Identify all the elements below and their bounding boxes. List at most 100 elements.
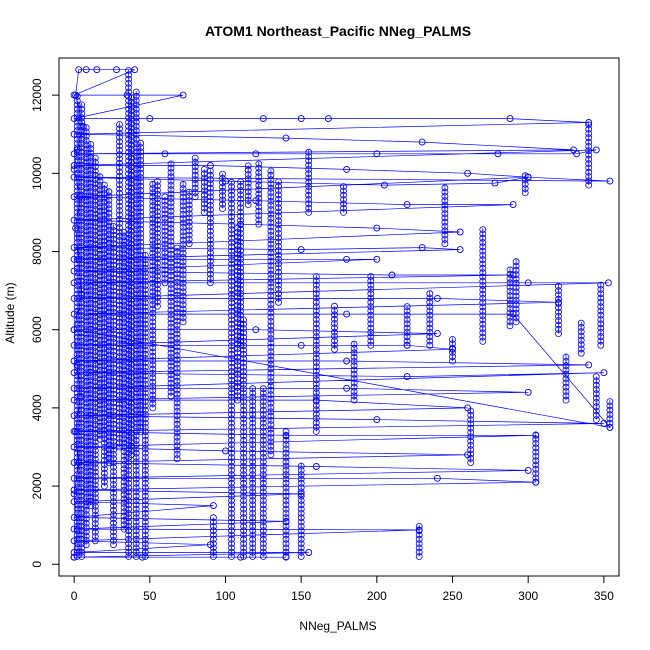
data-point bbox=[340, 191, 347, 199]
data-point bbox=[82, 442, 90, 450]
data-point bbox=[606, 419, 614, 427]
data-point bbox=[282, 505, 290, 513]
data-point bbox=[137, 174, 145, 182]
data-point bbox=[577, 341, 585, 349]
data-point bbox=[116, 434, 123, 442]
data-point bbox=[597, 298, 605, 306]
data-point bbox=[512, 275, 520, 283]
data-point bbox=[82, 287, 90, 295]
data-point bbox=[82, 468, 90, 476]
data-point bbox=[116, 400, 123, 408]
data-point bbox=[267, 421, 275, 429]
data-point bbox=[105, 325, 113, 333]
data-point bbox=[367, 324, 375, 332]
data-point bbox=[91, 154, 99, 162]
data-point bbox=[125, 479, 133, 487]
data-point bbox=[403, 316, 411, 323]
data-point bbox=[267, 292, 275, 300]
data-point bbox=[228, 217, 235, 225]
data-point bbox=[555, 282, 562, 290]
data-point bbox=[132, 183, 140, 191]
data-point bbox=[244, 166, 252, 174]
data-point bbox=[78, 144, 86, 152]
data-point bbox=[161, 266, 169, 274]
data-point bbox=[82, 485, 90, 493]
data-point bbox=[132, 488, 140, 496]
data-point bbox=[267, 236, 275, 244]
data-point bbox=[179, 305, 187, 313]
data-point bbox=[206, 210, 214, 218]
data-point bbox=[479, 273, 487, 281]
data-point bbox=[249, 415, 257, 423]
data-point bbox=[73, 411, 81, 418]
data-point bbox=[282, 134, 290, 142]
data-point bbox=[137, 311, 145, 319]
data-point bbox=[441, 231, 449, 239]
data-point bbox=[441, 184, 449, 192]
data-point bbox=[87, 231, 95, 239]
data-point bbox=[141, 269, 149, 277]
data-point bbox=[137, 367, 145, 375]
data-point bbox=[259, 553, 267, 560]
data-point bbox=[343, 384, 351, 392]
data-point bbox=[105, 287, 113, 295]
data-point bbox=[228, 445, 235, 453]
data-point bbox=[132, 449, 140, 457]
data-point bbox=[105, 261, 113, 269]
data-point bbox=[267, 313, 275, 321]
data-point bbox=[167, 199, 175, 207]
data-point bbox=[141, 518, 149, 526]
x-tick-label: 100 bbox=[215, 589, 235, 603]
data-point bbox=[73, 492, 81, 500]
data-point bbox=[73, 165, 81, 173]
data-point bbox=[141, 553, 149, 560]
data-point bbox=[96, 345, 104, 353]
data-point bbox=[96, 302, 104, 310]
data-point bbox=[116, 267, 123, 275]
data-point bbox=[267, 365, 275, 373]
data-point bbox=[312, 277, 320, 285]
data-point bbox=[73, 329, 81, 337]
data-point bbox=[297, 523, 305, 530]
data-point bbox=[585, 121, 593, 129]
data-point bbox=[91, 167, 99, 175]
data-point bbox=[240, 428, 248, 436]
data-point bbox=[324, 115, 332, 123]
data-point bbox=[479, 230, 487, 238]
data-point bbox=[467, 420, 475, 428]
data-point bbox=[555, 300, 562, 307]
data-point bbox=[73, 105, 81, 113]
data-point bbox=[249, 505, 257, 513]
data-point bbox=[91, 537, 99, 545]
data-point bbox=[82, 429, 90, 437]
data-point bbox=[132, 97, 140, 104]
data-point bbox=[173, 347, 181, 355]
data-point bbox=[228, 346, 235, 354]
data-point bbox=[116, 353, 123, 361]
data-point bbox=[532, 474, 540, 482]
data-point bbox=[350, 375, 358, 383]
data-point bbox=[153, 233, 161, 241]
data-point bbox=[228, 428, 235, 436]
data-point bbox=[479, 307, 487, 315]
data-point bbox=[191, 167, 199, 175]
data-point bbox=[597, 290, 605, 298]
data-point bbox=[73, 535, 81, 543]
data-point bbox=[153, 246, 161, 254]
data-point bbox=[78, 544, 86, 552]
data-point bbox=[237, 191, 245, 199]
data-point bbox=[206, 206, 214, 214]
data-point bbox=[116, 305, 123, 313]
data-point bbox=[87, 360, 95, 368]
data-point bbox=[153, 178, 161, 185]
data-point bbox=[110, 524, 117, 531]
data-point bbox=[259, 402, 267, 410]
data-point bbox=[82, 162, 90, 170]
data-point bbox=[521, 176, 529, 184]
data-point bbox=[137, 354, 145, 362]
data-point bbox=[305, 200, 313, 208]
data-point bbox=[340, 208, 347, 216]
data-point bbox=[116, 211, 123, 219]
x-tick-label: 250 bbox=[442, 589, 462, 603]
data-point bbox=[267, 193, 275, 201]
